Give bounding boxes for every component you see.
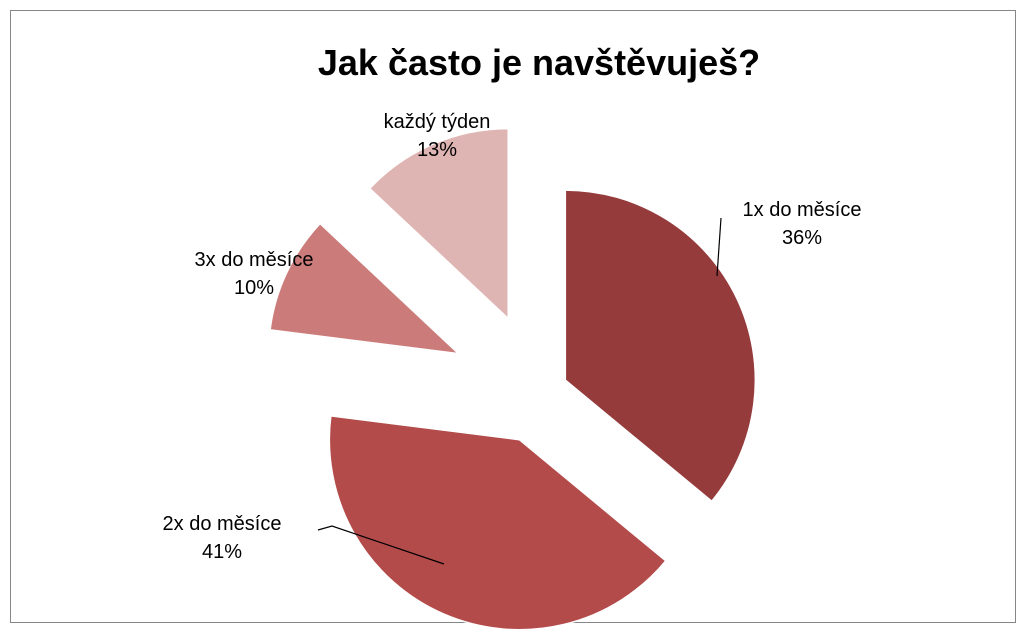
chart-title: Jak často je navštěvuješ? (318, 42, 760, 83)
data-labels: 1x do měsíce 36% 2x do měsíce 41% 3x do měsí… (163, 111, 862, 563)
pie-slices (269, 127, 757, 631)
pie-slice-3 (269, 222, 461, 355)
leader-line (317, 525, 445, 565)
pie-slice-2 (328, 415, 667, 631)
slice-label-value: 36% (782, 227, 822, 249)
slice-label-value: 41% (202, 541, 242, 563)
leader-line (716, 217, 722, 277)
slice-label-value: 13% (417, 139, 457, 161)
pie-slice-4 (368, 127, 509, 321)
slice-label-value: 10% (234, 277, 274, 299)
slice-label-category: 3x do měsíce (195, 249, 314, 271)
slice-label-category: každý týden (384, 111, 491, 133)
slice-label-category: 2x do měsíce (163, 513, 282, 535)
leader-lines (317, 217, 722, 565)
slice-label-category: 1x do měsíce (743, 199, 862, 221)
pie-slice-1 (564, 189, 757, 503)
